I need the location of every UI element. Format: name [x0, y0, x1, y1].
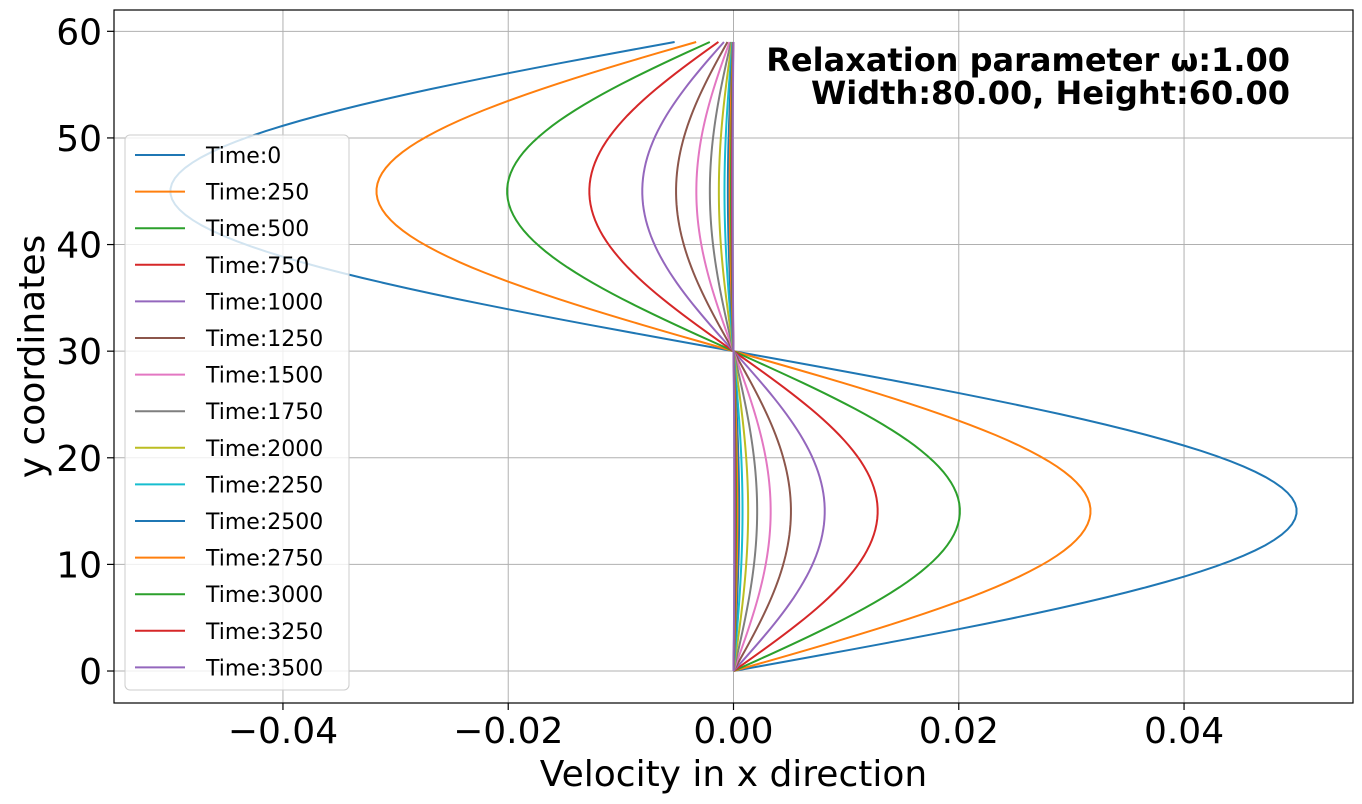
y-tick-label: 40	[56, 226, 102, 267]
legend-entry-label: Time:1750	[205, 400, 323, 425]
x-tick-label: 0.04	[1144, 711, 1224, 752]
legend-entry-label: Time:500	[205, 217, 309, 242]
x-tick-label: 0.00	[693, 711, 773, 752]
legend-entry-label: Time:1250	[205, 327, 323, 352]
legend-entry-label: Time:3000	[205, 583, 323, 608]
y-tick-label: 50	[56, 119, 102, 160]
series-line	[588, 41, 879, 672]
series-line	[641, 41, 826, 672]
x-tick-label: −0.04	[228, 711, 338, 752]
legend-entry-label: Time:2500	[205, 510, 323, 535]
series-line	[731, 41, 736, 672]
legend-entry-label: Time:3500	[205, 656, 323, 681]
legend-box	[124, 134, 350, 691]
legend-entry-label: Time:0	[205, 144, 281, 169]
axis-ticks: −0.04 −0.02 0.00 0.02 0.04 0 10 20 30 40 50 60	[56, 12, 1224, 752]
series-line	[375, 41, 1092, 672]
y-axis-label: y coordinates	[12, 235, 53, 479]
series-line	[506, 41, 961, 672]
legend-entry-label: Time:1500	[205, 364, 323, 389]
series-lines	[169, 40, 1298, 673]
legend-entry-label: Time:250	[205, 181, 309, 206]
x-tick-label: −0.02	[453, 711, 563, 752]
y-tick-label: 20	[56, 439, 102, 480]
y-tick-label: 10	[56, 545, 102, 586]
legend-entry-label: Time:2000	[205, 437, 323, 462]
legend-entry-label: Time:3250	[205, 620, 323, 645]
legend-entry-label: Time:1000	[205, 290, 323, 315]
annotation-line-2: Width:80.00, Height:60.00	[811, 74, 1290, 112]
y-tick-label: 30	[56, 332, 102, 373]
x-axis-label: Velocity in x direction	[540, 754, 927, 795]
y-tick-label: 60	[56, 12, 102, 53]
x-tick-label: 0.02	[919, 711, 999, 752]
legend-entry-label: Time:2750	[205, 547, 323, 572]
legend: Time:0 Time:250 Time:500 Time:750 Time:1000 T…	[124, 134, 350, 691]
annotation-line-1: Relaxation parameter ω:1.00	[766, 41, 1290, 79]
legend-entry-label: Time:2250	[205, 473, 323, 498]
legend-entry-label: Time:750	[205, 254, 309, 279]
y-tick-label: 0	[79, 652, 102, 693]
